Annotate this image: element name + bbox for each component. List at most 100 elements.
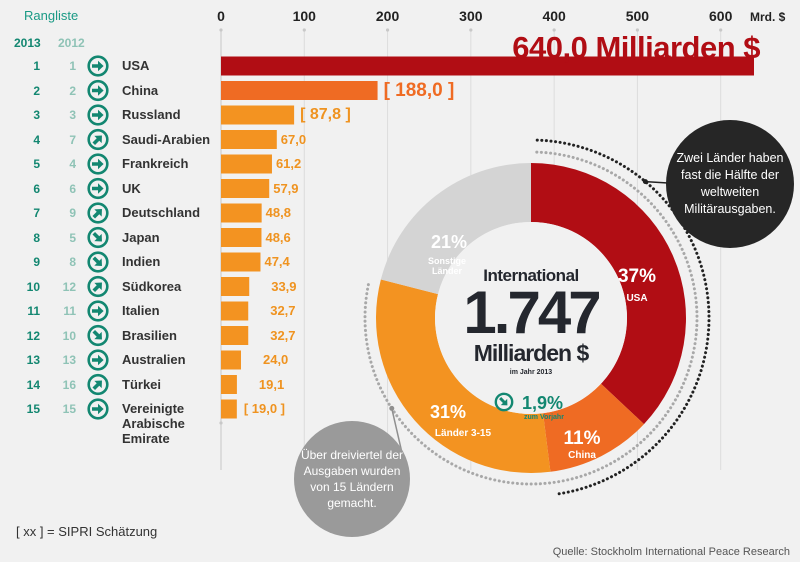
rank-2012: 11	[63, 304, 76, 318]
trend-same-icon	[87, 398, 109, 420]
change-value: 1,9%	[522, 393, 564, 413]
rank-2013: 5	[33, 157, 40, 171]
country-name: Frankreich	[122, 156, 189, 171]
grid-line-dot	[635, 28, 640, 32]
value-label: [ 19,0 ]	[243, 401, 285, 416]
bracket-arc-usa-china	[535, 138, 711, 496]
rank-2012: 8	[69, 255, 76, 269]
grid-line-dot	[219, 28, 223, 32]
rank-2012: 12	[62, 279, 76, 294]
trend-up-icon	[87, 202, 109, 224]
trend-icon-ring	[87, 275, 109, 298]
source-credit: Quelle: Stockholm International Peace Re…	[552, 546, 790, 558]
rank-2012: 16	[62, 377, 76, 392]
trend-icon-arrow-group	[92, 305, 104, 317]
trend-icon-arrow-group	[92, 158, 104, 170]
rank-2012: 7	[69, 132, 76, 147]
trend-icon-arrow-group	[92, 282, 102, 293]
donut-subtitle: im Jahr 2013	[509, 369, 553, 376]
change-label: zum Vorjahr	[524, 414, 564, 421]
bar	[221, 399, 237, 419]
callout-two-countries: Zwei Länder haben fast die Hälfte der we…	[666, 120, 794, 248]
x-tick-label: 100	[292, 8, 316, 24]
country-name: Italien	[122, 303, 160, 318]
trend-icon-ring	[87, 324, 109, 347]
x-tick-label: 200	[375, 8, 400, 24]
trend-icon-arrow-group	[92, 380, 102, 391]
value-label-usa: 640,0 Milliarden $	[512, 30, 760, 65]
bar	[221, 203, 262, 223]
country-name: Russland	[122, 107, 181, 122]
country-name: China	[122, 82, 159, 98]
trend-icon-arrow-group	[92, 183, 104, 194]
callout-connector-dot	[389, 405, 395, 411]
trend-icon-arrow	[92, 282, 102, 293]
trend-icon-arrow-group	[92, 256, 102, 266]
rank-list-title: Rangliste	[24, 8, 79, 23]
value-label: 67,0	[280, 131, 307, 147]
trend-icon-ring	[87, 202, 109, 224]
change-indicator: 1,9% zum Vorjahr	[494, 391, 574, 421]
slice-label-other-percent: 21%	[430, 232, 468, 252]
slice-label-usa-name: USA	[626, 293, 648, 304]
year-2012-header: 2012	[58, 36, 85, 50]
x-tick-label: 500	[625, 8, 650, 24]
trend-icon-ring	[87, 128, 109, 151]
slice-label-china-name: China	[568, 450, 596, 461]
bracket-arc-top15	[363, 150, 699, 486]
rank-2013: 12	[26, 328, 40, 343]
trend-icon-arrow-group	[92, 209, 102, 219]
bar	[221, 81, 378, 100]
year-2013-header: 2013	[14, 36, 41, 50]
trend-icon-ring	[87, 153, 109, 175]
rank-2013: 14	[26, 377, 40, 392]
donut-hole	[435, 222, 627, 414]
callout-connector-dot	[642, 179, 648, 185]
trend-icon-arrow	[92, 231, 102, 242]
trend-icon-arrow	[92, 158, 104, 170]
rank-2013: 15	[26, 402, 40, 416]
trend-icon-ring	[87, 177, 109, 200]
trend-icon-arrow-group	[92, 60, 104, 72]
rank-2012: 15	[62, 402, 76, 416]
rank-2012: 10	[62, 328, 76, 343]
country-name: UK	[122, 180, 141, 196]
rank-2012: 6	[69, 181, 76, 196]
slice-label-countries-3-15-percent: 31%	[429, 402, 467, 422]
trend-icon-ring	[87, 104, 109, 126]
value-label: 47,4	[264, 254, 290, 269]
donut-chart	[376, 163, 686, 473]
trend-down-icon	[87, 251, 109, 273]
trend-icon-arrow-group	[92, 329, 102, 340]
value-label: 57,9	[273, 180, 299, 196]
trend-icon-arrow-group	[92, 231, 102, 242]
trend-icon-arrow	[92, 209, 102, 219]
value-label: [ 188,0 ]	[383, 79, 455, 101]
pie-slice	[380, 163, 531, 295]
x-tick-label: 300	[459, 8, 483, 24]
callout-fifteen-countries: Über dreiviertel der Ausgaben wurden von…	[294, 421, 410, 537]
value-label: 48,6	[265, 229, 291, 245]
trend-icon-ring	[87, 55, 109, 77]
bar	[221, 326, 249, 345]
rank-2012: 4	[69, 157, 76, 171]
rank-2013: 1	[33, 59, 40, 73]
rank-2013: 8	[33, 230, 40, 245]
rank-2013: 3	[33, 108, 40, 122]
trend-icon-ring	[87, 349, 109, 371]
trend-same-icon	[87, 55, 109, 77]
rank-2012: 1	[69, 59, 76, 73]
donut-title: International	[483, 266, 579, 285]
bar	[221, 375, 237, 394]
country-name: Türkei	[122, 376, 162, 392]
trend-icon-arrow	[92, 329, 102, 340]
trend-icons	[87, 55, 109, 420]
trend-icon-arrow	[92, 305, 104, 317]
grid-line-dot	[385, 28, 390, 32]
rank-2013: 6	[33, 181, 40, 196]
slice-label-other-name: Sonstige Länder	[427, 256, 466, 276]
value-label: 61,2	[275, 156, 302, 171]
bar	[221, 228, 262, 247]
trend-icon-arrow	[92, 403, 104, 415]
country-name: Brasilien	[122, 327, 177, 343]
